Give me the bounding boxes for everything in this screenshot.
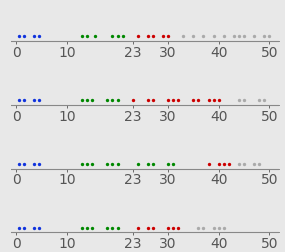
Point	[146, 162, 150, 166]
Point	[216, 226, 221, 230]
Point	[227, 162, 231, 166]
Point	[171, 226, 176, 230]
Point	[262, 98, 266, 102]
Point	[131, 98, 135, 102]
Point	[257, 98, 261, 102]
Point	[196, 226, 201, 230]
Point	[80, 34, 84, 38]
Point	[201, 226, 206, 230]
Point	[110, 34, 115, 38]
Point	[151, 34, 155, 38]
Point	[176, 226, 180, 230]
Point	[242, 98, 246, 102]
Point	[90, 226, 95, 230]
Point	[211, 226, 216, 230]
Point	[171, 162, 176, 166]
Point	[120, 34, 125, 38]
Point	[216, 98, 221, 102]
Point	[32, 34, 36, 38]
Point	[37, 98, 42, 102]
Point	[146, 98, 150, 102]
Point	[90, 98, 95, 102]
Point	[105, 226, 110, 230]
Point	[32, 162, 36, 166]
Point	[252, 34, 256, 38]
Point	[105, 98, 110, 102]
Point	[135, 162, 140, 166]
Point	[176, 98, 180, 102]
Point	[22, 226, 26, 230]
Point	[17, 226, 21, 230]
Point	[191, 34, 196, 38]
Point	[267, 34, 272, 38]
Point	[166, 162, 170, 166]
Point	[201, 34, 206, 38]
Point	[237, 34, 241, 38]
Point	[22, 34, 26, 38]
Point	[196, 98, 201, 102]
Point	[37, 226, 42, 230]
Point	[151, 98, 155, 102]
Point	[257, 162, 261, 166]
Point	[237, 162, 241, 166]
Point	[80, 162, 84, 166]
Point	[161, 34, 165, 38]
Point	[32, 226, 36, 230]
Point	[166, 98, 170, 102]
Point	[151, 162, 155, 166]
Point	[17, 34, 21, 38]
Point	[166, 34, 170, 38]
Point	[146, 34, 150, 38]
Point	[151, 226, 155, 230]
Point	[115, 226, 120, 230]
Point	[171, 98, 176, 102]
Point	[211, 34, 216, 38]
Point	[216, 162, 221, 166]
Point	[85, 162, 89, 166]
Point	[17, 98, 21, 102]
Point	[181, 34, 186, 38]
Point	[37, 162, 42, 166]
Point	[135, 226, 140, 230]
Point	[80, 226, 84, 230]
Point	[90, 162, 95, 166]
Point	[85, 226, 89, 230]
Point	[110, 162, 115, 166]
Point	[221, 34, 226, 38]
Point	[191, 98, 196, 102]
Point	[262, 34, 266, 38]
Point	[93, 34, 97, 38]
Point	[146, 226, 150, 230]
Point	[115, 34, 120, 38]
Point	[85, 98, 89, 102]
Point	[166, 226, 170, 230]
Point	[37, 34, 42, 38]
Point	[17, 162, 21, 166]
Point	[242, 34, 246, 38]
Point	[206, 98, 211, 102]
Point	[221, 226, 226, 230]
Point	[110, 226, 115, 230]
Point	[237, 98, 241, 102]
Point	[22, 162, 26, 166]
Point	[32, 98, 36, 102]
Point	[221, 162, 226, 166]
Point	[206, 162, 211, 166]
Point	[105, 162, 110, 166]
Point	[211, 98, 216, 102]
Point	[115, 98, 120, 102]
Point	[110, 98, 115, 102]
Point	[252, 162, 256, 166]
Point	[85, 34, 89, 38]
Point	[80, 98, 84, 102]
Point	[22, 98, 26, 102]
Point	[115, 162, 120, 166]
Point	[135, 34, 140, 38]
Point	[242, 162, 246, 166]
Point	[231, 34, 236, 38]
